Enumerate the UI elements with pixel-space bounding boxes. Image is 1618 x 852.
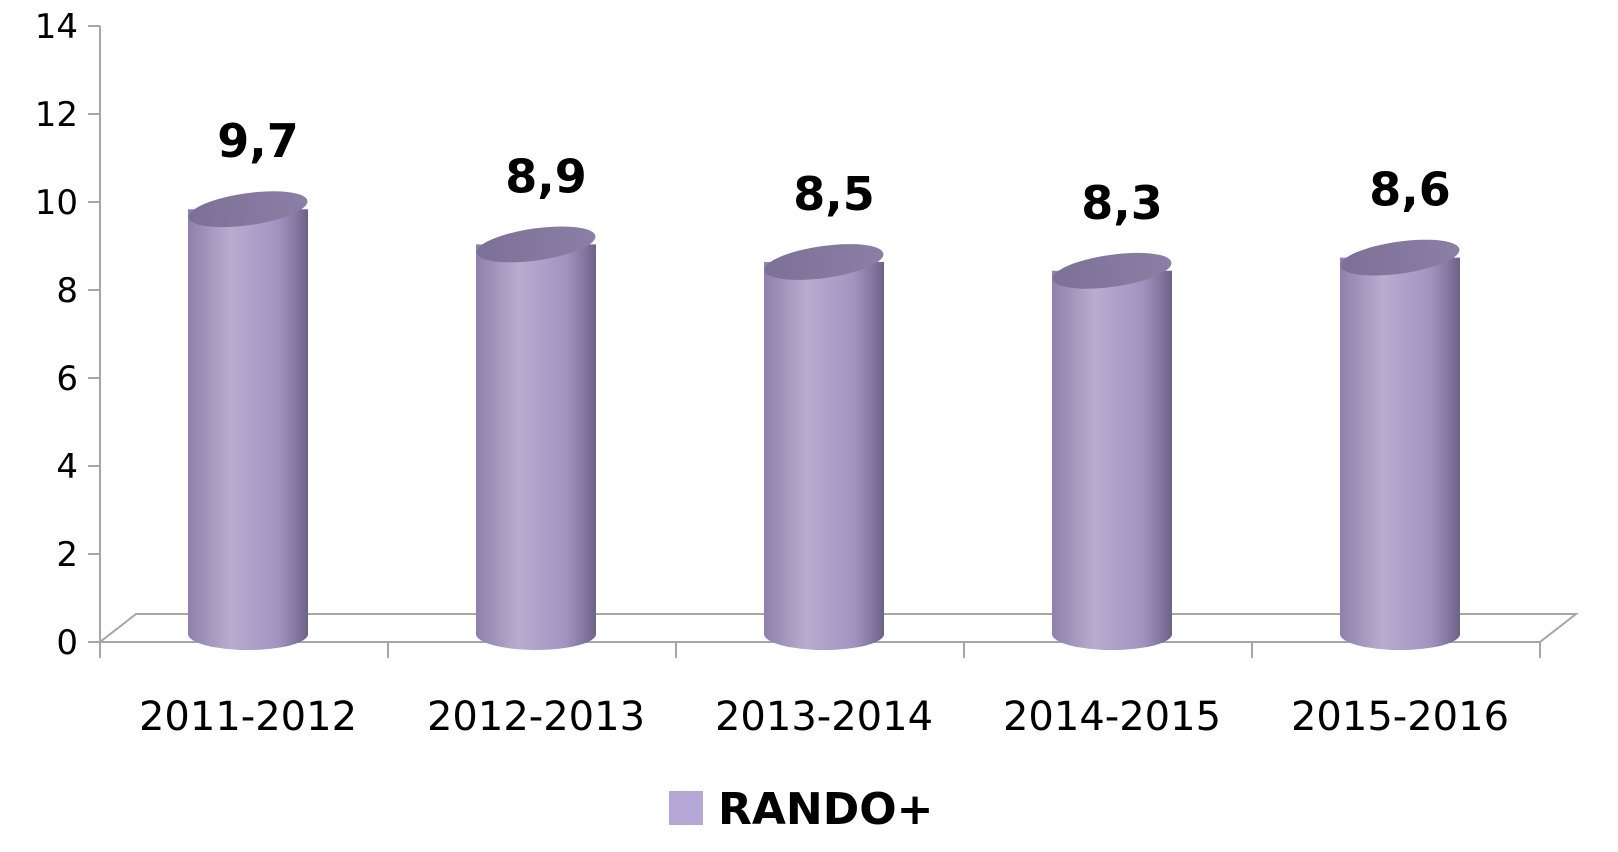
y-tick-label: 0 [56, 623, 78, 663]
bar-top [764, 244, 884, 280]
x-tick-label: 2013-2014 [715, 694, 933, 740]
data-label: 9,7 [217, 114, 299, 168]
bar-top [188, 191, 308, 228]
y-tick-label: 4 [56, 447, 78, 487]
bar [476, 226, 596, 650]
y-tick-label: 8 [56, 271, 78, 311]
legend-label: RANDO+ [718, 784, 934, 835]
y-tick-label: 2 [56, 535, 78, 575]
bar-body [764, 262, 884, 650]
data-label: 8,9 [505, 149, 587, 203]
y-tick-label: 12 [35, 95, 78, 135]
bar-body [188, 209, 308, 650]
x-tick-label: 2011-2012 [139, 694, 357, 740]
x-tick-label: 2014-2015 [1003, 694, 1221, 740]
bar [1340, 239, 1460, 650]
y-tick-label: 14 [35, 7, 78, 47]
x-tick-label: 2015-2016 [1291, 694, 1509, 740]
bar [188, 191, 308, 650]
bar [764, 244, 884, 650]
y-tick-label: 10 [35, 183, 78, 223]
x-tick-label: 2012-2013 [427, 694, 645, 740]
bar-top [1340, 239, 1460, 276]
data-label: 8,6 [1369, 163, 1451, 217]
bar [1052, 252, 1172, 650]
bar-body [1052, 270, 1172, 650]
y-tick-label: 6 [56, 359, 78, 399]
bar-body [476, 244, 596, 650]
bar-top [1052, 252, 1172, 289]
bar-body [1340, 257, 1460, 650]
bars [188, 191, 1460, 650]
labels: 9,7 2011-2012 8,9 2012-2013 8,5 2013-2014 8,3 2… [139, 114, 1509, 740]
data-label: 8,5 [793, 167, 875, 221]
bar-top [476, 226, 596, 263]
data-label: 8,3 [1081, 176, 1163, 230]
legend: RANDO+ [669, 784, 934, 835]
legend-swatch [669, 791, 703, 825]
